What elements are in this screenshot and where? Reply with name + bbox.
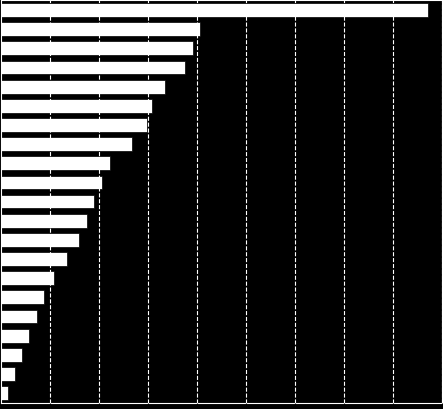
Bar [1,348,22,362]
Bar [1,272,54,285]
Bar [1,23,200,37]
Bar [1,61,185,75]
Bar [1,387,8,400]
Bar [1,119,147,133]
Bar [1,100,152,113]
Bar [1,4,428,18]
Bar [1,214,87,228]
Bar [1,42,193,56]
Bar [1,252,67,266]
Bar [1,195,94,209]
Bar [1,310,37,324]
Bar [1,138,132,152]
Bar [1,367,15,381]
Bar [1,157,109,171]
Bar [1,234,79,247]
Bar [1,291,44,305]
Bar [1,329,29,343]
Bar [1,81,165,94]
Bar [1,176,102,190]
